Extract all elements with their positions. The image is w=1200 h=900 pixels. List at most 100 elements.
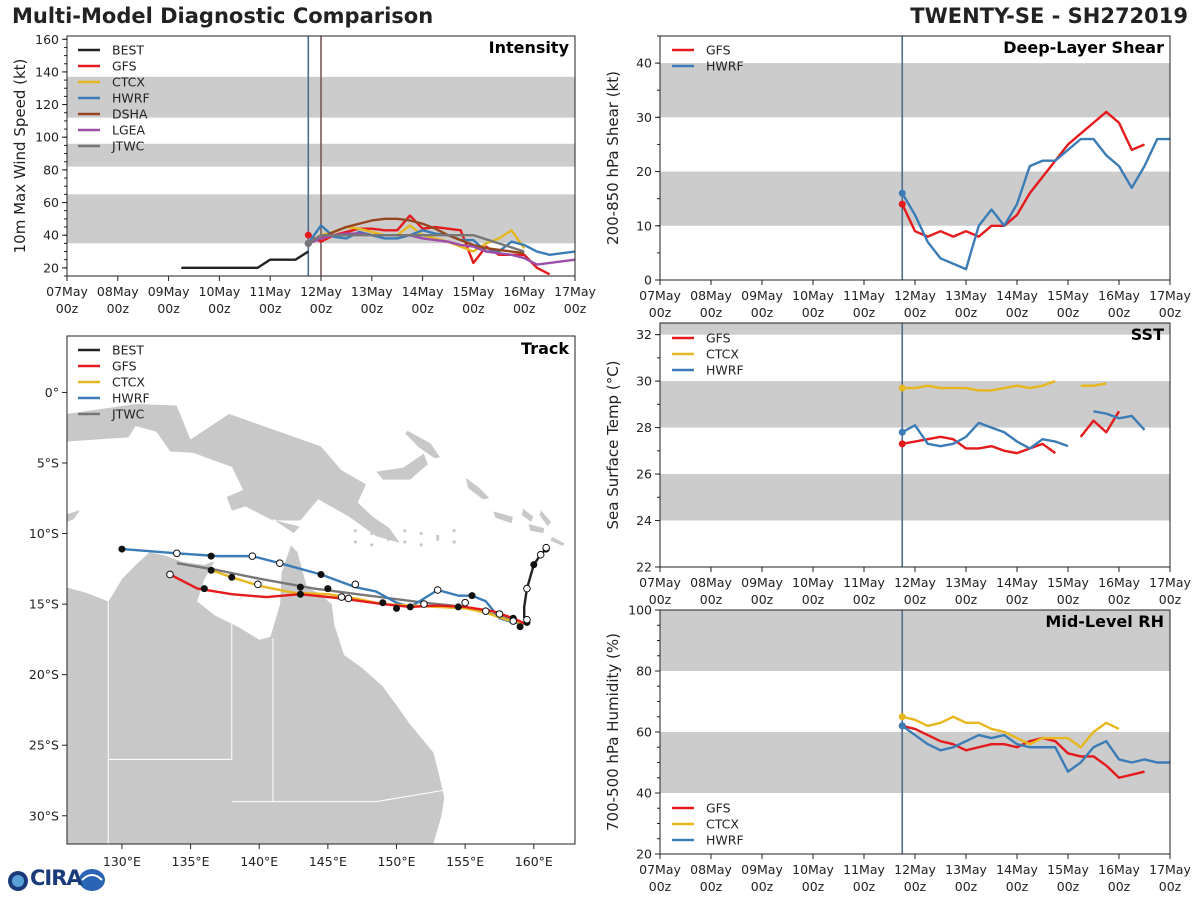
track-marker-open <box>420 600 428 608</box>
x-tick-label: 15May <box>1047 862 1089 877</box>
x-tick-label: 00z <box>1159 592 1182 607</box>
track-marker-filled <box>393 604 401 612</box>
legend-label: HWRF <box>706 833 744 848</box>
x-tick-label: 10May <box>199 284 241 299</box>
x-tick-label: 00z <box>259 301 282 316</box>
x-tick-label: 00z <box>310 301 333 316</box>
x-tick-label: 00z <box>1057 592 1080 607</box>
x-tick-label: 12May <box>894 288 936 303</box>
border-nt-qld-sa <box>108 623 233 760</box>
legend-label: HWRF <box>112 391 150 406</box>
x-tick-label: 07May <box>639 575 681 590</box>
lon-tick-label: 155°E <box>446 854 484 869</box>
island-dot <box>386 534 390 538</box>
y-tick-label: 24 <box>636 513 652 528</box>
logo-text: CIRA <box>30 866 83 890</box>
lat-tick-label: 30°S <box>29 808 59 823</box>
shaded-band <box>660 474 1170 521</box>
track-marker-filled <box>228 573 236 581</box>
x-tick-label: 00z <box>751 879 774 894</box>
y-tick-label: 60 <box>636 725 652 740</box>
y-axis-label: Sea Surface Temp (°C) <box>604 360 622 529</box>
border-qld-nsw <box>272 789 444 803</box>
series-line-best <box>181 250 309 270</box>
x-tick-label: 00z <box>904 592 927 607</box>
x-tick-label: 00z <box>1006 305 1029 320</box>
x-tick-label: 00z <box>208 301 231 316</box>
x-tick-label: 00z <box>700 305 723 320</box>
y-tick-label: 20 <box>43 260 59 275</box>
legend-label: CTCX <box>112 75 145 90</box>
x-tick-label: 00z <box>1159 879 1182 894</box>
y-tick-label: 40 <box>636 56 652 71</box>
x-tick-label: 13May <box>945 575 987 590</box>
x-tick-label: 16May <box>1098 575 1140 590</box>
initial-point-gfs <box>304 231 312 239</box>
legend-label: CTCX <box>112 375 145 390</box>
island-dot <box>452 540 456 544</box>
series-line-gfs <box>901 724 1145 779</box>
track-marker-filled <box>468 592 476 600</box>
x-tick-label: 08May <box>690 862 732 877</box>
land-new-guinea <box>67 403 402 544</box>
panel-title: Mid-Level RH <box>1045 612 1164 631</box>
land-new-ireland <box>404 430 441 460</box>
series-line-jtwc <box>307 233 525 253</box>
track-marker-open <box>173 549 181 558</box>
track-marker-filled <box>200 585 208 593</box>
shaded-band <box>660 610 1170 671</box>
y-tick-label: 80 <box>636 664 652 679</box>
y-tick-label: 120 <box>35 97 59 112</box>
panel-title: Track <box>521 339 569 358</box>
legend-label: JTWC <box>111 139 145 154</box>
y-tick-label: 22 <box>636 560 652 575</box>
x-tick-label: 07May <box>639 862 681 877</box>
x-tick-label: 09May <box>148 284 190 299</box>
island-dot <box>403 540 407 544</box>
island-dot <box>353 529 357 533</box>
panel-sst: 22 24 26 28 30 32 07May 00z 08May 00z 09May 00z 10Ma… <box>604 322 1191 607</box>
x-tick-label: 10May <box>792 862 834 877</box>
series-line-gfs <box>1079 410 1121 438</box>
track-marker-filled <box>324 585 332 593</box>
x-tick-label: 17May <box>1149 862 1191 877</box>
lon-tick-label: 140°E <box>240 854 278 869</box>
y-tick-label: 20 <box>636 847 652 862</box>
x-tick-label: 16May <box>1098 862 1140 877</box>
track-marker-open <box>337 593 346 601</box>
logo-graphic <box>8 869 105 891</box>
x-tick-label: 00z <box>802 305 825 320</box>
x-tick-label: 00z <box>649 305 672 320</box>
track-marker-filled <box>516 623 524 631</box>
track-marker-open <box>542 543 550 552</box>
x-tick-label: 00z <box>853 305 876 320</box>
series-line-ctcx <box>902 379 1056 392</box>
island-dot <box>370 531 374 536</box>
x-tick-label: 08May <box>690 288 732 303</box>
x-tick-label: 00z <box>361 301 384 316</box>
track-marker-filled <box>379 599 387 607</box>
track-marker-open <box>495 610 504 618</box>
lon-tick-label: 145°E <box>309 854 347 869</box>
series-line-hwrf <box>901 421 1069 450</box>
legend-label: GFS <box>706 43 731 58</box>
x-tick-label: 00z <box>751 305 774 320</box>
track-marker-open <box>166 570 174 579</box>
land-australia <box>67 544 445 844</box>
x-tick-label: 12May <box>894 862 936 877</box>
x-tick-label: 00z <box>56 301 79 316</box>
track-marker-filled <box>530 561 538 569</box>
x-tick-label: 14May <box>996 862 1038 877</box>
x-tick-label: 15May <box>453 284 495 299</box>
y-axis-label: 200-850 hPa Shear (kt) <box>604 71 622 245</box>
initial-point-gfs <box>898 440 906 448</box>
land-bougainville <box>464 476 491 501</box>
initial-point-ctcx <box>898 384 906 392</box>
lat-tick-label: 0° <box>45 385 59 400</box>
legend-label: GFS <box>112 359 137 374</box>
x-tick-label: 00z <box>853 879 876 894</box>
x-tick-label: 00z <box>1108 305 1131 320</box>
x-tick-label: 00z <box>955 879 978 894</box>
panel-title: SST <box>1131 325 1164 344</box>
x-tick-label: 14May <box>996 288 1038 303</box>
